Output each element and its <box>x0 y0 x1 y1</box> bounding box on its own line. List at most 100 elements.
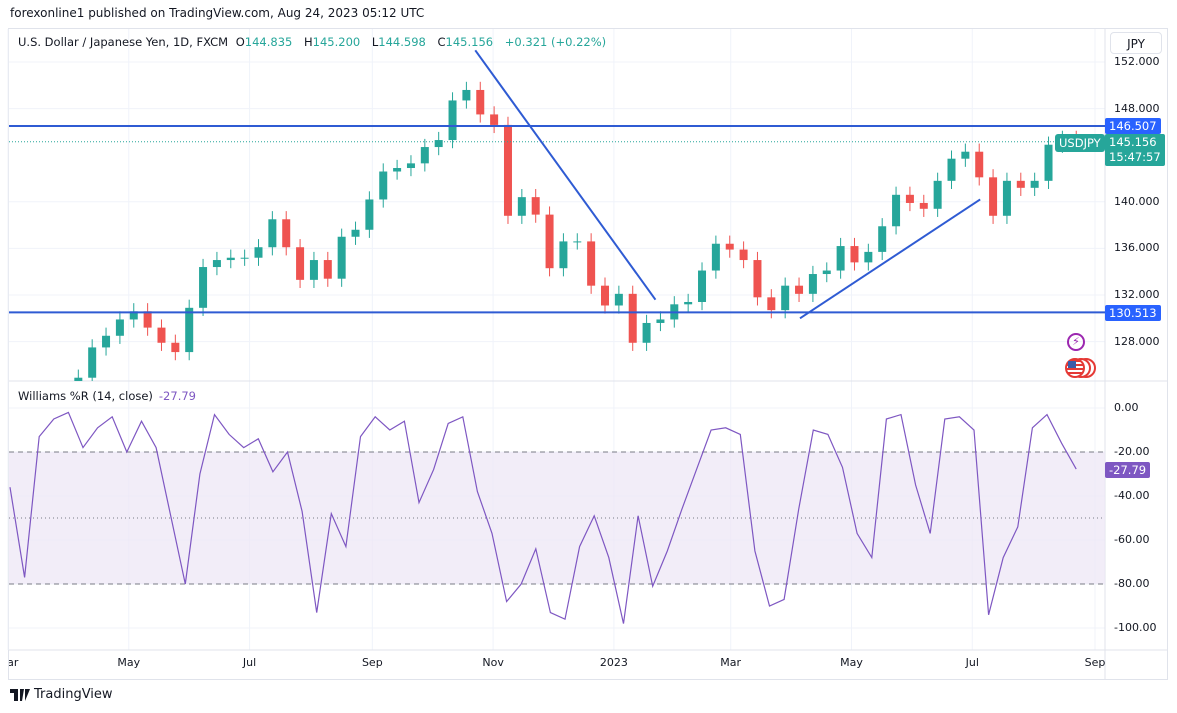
candle-body <box>795 285 804 294</box>
candle <box>490 106 499 134</box>
williams-r-legend[interactable]: Williams %R (14, close) -27.79 <box>18 389 196 403</box>
price-tick-label: 152.000 <box>1114 55 1160 68</box>
candle-body <box>878 226 887 252</box>
candle-body <box>462 89 471 101</box>
lightning-icon[interactable]: ⚡ <box>1067 333 1085 351</box>
candle-body <box>226 257 235 261</box>
candle-body <box>850 246 859 263</box>
drawings <box>9 49 1105 320</box>
candle-body <box>892 194 901 227</box>
price-tick-label: 148.000 <box>1114 101 1160 115</box>
candle-body <box>573 241 582 243</box>
candle-body <box>74 377 83 381</box>
low-value: 144.598 <box>378 35 426 49</box>
candle-body <box>337 236 346 279</box>
candle <box>351 221 360 245</box>
candle-body <box>434 140 443 148</box>
trendline <box>799 198 981 320</box>
candle-body <box>808 274 817 294</box>
candle <box>628 285 637 351</box>
candle <box>989 169 998 224</box>
candle <box>462 81 471 109</box>
time-tick-label: Sep <box>1084 656 1105 669</box>
candle <box>933 172 942 217</box>
candle-body <box>171 342 180 353</box>
williams-r-line <box>9 411 1077 624</box>
candle <box>379 163 388 208</box>
candle-body <box>379 171 388 200</box>
candle-body <box>1002 180 1011 216</box>
wr-value-badge: -27.79 <box>1105 462 1151 478</box>
candle-body <box>490 114 499 125</box>
symbol-legend[interactable]: U.S. Dollar / Japanese Yen, 1D, FXCM O14… <box>18 35 610 49</box>
candle-body <box>725 243 734 250</box>
candle-body <box>351 229 360 237</box>
time-tick-label: Jul <box>242 656 257 669</box>
candle-body <box>102 335 111 348</box>
candle-body <box>836 246 845 271</box>
candle <box>947 150 956 189</box>
candle <box>282 211 291 256</box>
candle <box>878 218 887 261</box>
candle <box>420 138 429 172</box>
candle <box>656 311 665 332</box>
candle-body <box>129 311 138 320</box>
candle <box>919 194 928 217</box>
candle-body <box>212 260 221 268</box>
candle <box>698 262 707 311</box>
legend-title: U.S. Dollar / Japanese Yen, 1D, FXCM <box>18 35 229 49</box>
candle-body <box>517 197 526 216</box>
candle <box>1044 136 1053 189</box>
candle <box>448 92 457 149</box>
legend-open: O144.835 <box>236 35 297 49</box>
candle-body <box>628 293 637 343</box>
candle <box>892 186 901 235</box>
time-tick-label: May <box>840 656 863 669</box>
candle <box>642 314 651 351</box>
candle <box>503 116 512 224</box>
candle <box>88 339 97 381</box>
price-tick-label: 140.000 <box>1114 194 1160 208</box>
candle-body <box>60 406 68 412</box>
candle <box>864 243 873 271</box>
time-tick-label: Nov <box>482 656 504 669</box>
time-axis[interactable]: Mar May Jul Sep Nov 2023 Mar May Jul Sep <box>9 650 1105 678</box>
legend-high: H145.200 <box>304 35 364 49</box>
trendline <box>474 49 657 301</box>
candle <box>601 277 609 314</box>
candle-body <box>684 301 693 305</box>
candle-body <box>864 251 873 263</box>
candle-body <box>406 163 415 169</box>
footer-brand[interactable]: TradingView <box>10 687 113 702</box>
candle-body <box>933 180 942 209</box>
candle-body <box>822 270 831 275</box>
support-price-badge: 130.513 <box>1105 305 1161 321</box>
candle <box>711 235 720 279</box>
candle <box>115 311 124 344</box>
candle <box>268 211 277 256</box>
candle-body <box>698 270 707 302</box>
price-tick-label: 136.000 <box>1114 241 1160 255</box>
candle <box>836 237 845 279</box>
candle <box>296 239 305 289</box>
candle <box>850 237 859 271</box>
us-flag-icon[interactable] <box>1065 358 1085 378</box>
candle-body <box>739 249 748 261</box>
candle <box>254 239 263 266</box>
candle-body <box>559 241 568 269</box>
candle-body <box>115 319 124 336</box>
candle-body <box>601 285 609 306</box>
candle <box>684 293 693 313</box>
currency-button[interactable]: JPY <box>1110 32 1162 54</box>
candle <box>199 258 208 316</box>
candle <box>171 334 180 361</box>
candle <box>102 327 111 356</box>
candle-body <box>503 124 512 216</box>
wr-tick-label: -100.00 <box>1114 621 1157 634</box>
time-tick-label: Jul <box>965 656 979 669</box>
candle-body <box>88 347 97 378</box>
legend-low: L144.598 <box>372 35 430 49</box>
candle <box>822 262 831 283</box>
candle-body <box>947 158 956 181</box>
